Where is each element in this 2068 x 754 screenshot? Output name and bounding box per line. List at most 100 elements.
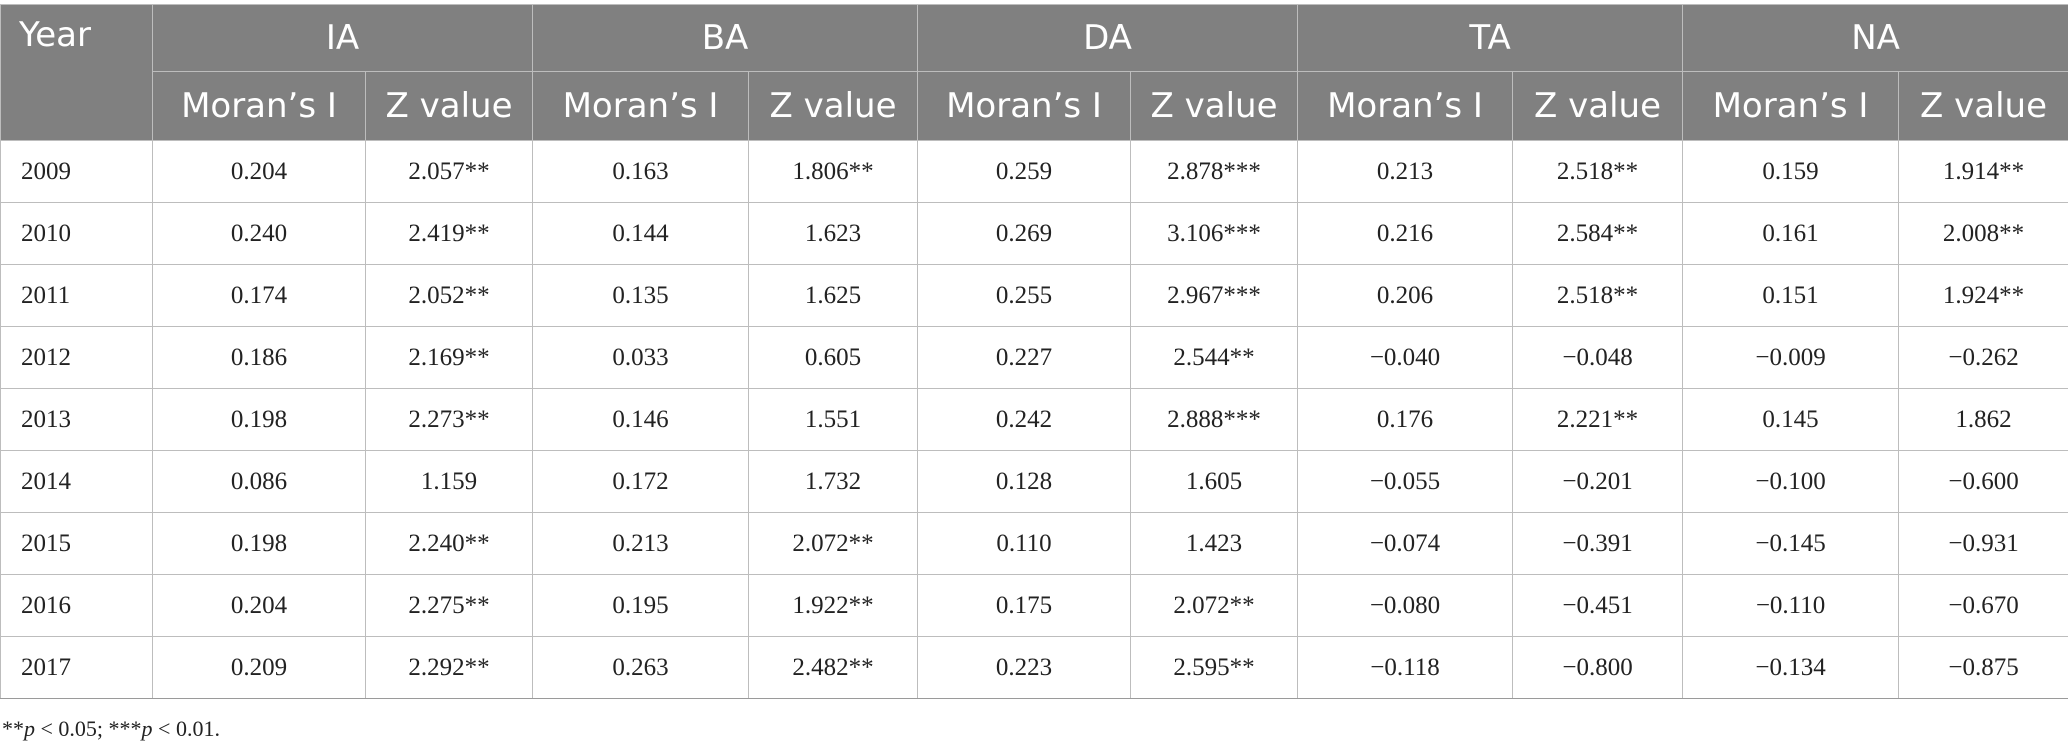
zvalue-cell: −0.391 — [1512, 512, 1684, 575]
moran-cell: 0.146 — [532, 388, 750, 451]
moran-cell: −0.080 — [1297, 574, 1514, 637]
moran-cell: 0.255 — [917, 264, 1132, 327]
zvalue-cell: −0.262 — [1898, 326, 2068, 389]
moran-cell: 0.242 — [917, 388, 1132, 451]
moran-cell: −0.040 — [1297, 326, 1514, 389]
footnote-p: p — [141, 716, 153, 741]
zvalue-cell: 2.292** — [364, 636, 534, 699]
zvalue-cell: 2.482** — [748, 636, 919, 699]
moran-cell: 0.159 — [1682, 140, 1900, 203]
moran-cell: −0.055 — [1297, 450, 1514, 513]
moran-cell: 0.163 — [532, 140, 750, 203]
moran-cell: 0.195 — [532, 574, 750, 637]
zvalue-cell: 1.924** — [1898, 264, 2068, 327]
zvalue-cell: 2.169** — [364, 326, 534, 389]
zvalue-cell: 2.275** — [364, 574, 534, 637]
group-header-na: NA — [1682, 4, 2068, 72]
moran-cell: −0.100 — [1682, 450, 1900, 513]
zvalue-cell: 1.806** — [748, 140, 919, 203]
zvalue-cell: 1.551 — [748, 388, 919, 451]
moran-cell: 0.186 — [152, 326, 366, 389]
zvalue-cell: −0.451 — [1512, 574, 1684, 637]
moran-cell: 0.213 — [1297, 140, 1514, 203]
header-row-metrics: Moran’s I Z value Moran’s I Z value Mora… — [1, 71, 2068, 141]
table-header: Year IA BA DA TA NA Moran’s I Z value Mo… — [0, 4, 2068, 141]
zvalue-cell: 1.914** — [1898, 140, 2068, 203]
year-cell: 2014 — [0, 450, 153, 513]
footnote-p: p — [24, 716, 35, 741]
zvalue-cell: −0.048 — [1512, 326, 1684, 389]
footnote-stars: *** — [108, 716, 142, 741]
moran-cell: 0.263 — [532, 636, 750, 699]
footnote-stars: ** — [2, 716, 24, 741]
group-header-da: DA — [917, 4, 1299, 72]
zvalue-cell: 1.623 — [748, 202, 919, 265]
zvalue-cell: −0.931 — [1898, 512, 2068, 575]
moran-cell: 0.216 — [1297, 202, 1514, 265]
zvalue-cell: −0.600 — [1898, 450, 2068, 513]
zvalue-cell: 2.518** — [1512, 264, 1684, 327]
moran-cell: 0.172 — [532, 450, 750, 513]
zvalue-cell: 0.605 — [748, 326, 919, 389]
moran-header: Moran’s I — [1682, 71, 1900, 141]
zvalue-cell: 2.878*** — [1130, 140, 1299, 203]
zvalue-cell: 1.732 — [748, 450, 919, 513]
moran-cell: 0.204 — [152, 140, 366, 203]
year-cell: 2012 — [0, 326, 153, 389]
table-row: 2009 0.204 2.057** 0.163 1.806** 0.259 2.878**… — [0, 140, 2068, 203]
table-row: 2010 0.240 2.419** 0.144 1.623 0.269 3.106*** 0… — [0, 202, 2068, 265]
zvalue-cell: 1.625 — [748, 264, 919, 327]
zvalue-cell: 2.544** — [1130, 326, 1299, 389]
moran-cell: 0.135 — [532, 264, 750, 327]
table-body: 2009 0.204 2.057** 0.163 1.806** 0.259 2.878**… — [0, 140, 2068, 699]
moran-cell: 0.175 — [917, 574, 1132, 637]
moran-cell: 0.176 — [1297, 388, 1514, 451]
table-row: 2011 0.174 2.052** 0.135 1.625 0.255 2.967*** 0… — [0, 264, 2068, 327]
zvalue-cell: 1.423 — [1130, 512, 1299, 575]
table-row: 2014 0.086 1.159 0.172 1.732 0.128 1.605 −0.055… — [0, 450, 2068, 513]
moran-header: Moran’s I — [1297, 71, 1514, 141]
moran-cell: −0.118 — [1297, 636, 1514, 699]
moran-header: Moran’s I — [152, 71, 366, 141]
zvalue-header: Z value — [748, 71, 919, 141]
year-cell: 2013 — [0, 388, 153, 451]
zvalue-cell: −0.201 — [1512, 450, 1684, 513]
year-cell: 2017 — [0, 636, 153, 699]
zvalue-cell: 2.057** — [364, 140, 534, 203]
footnote-threshold: < 0.05; — [35, 716, 109, 741]
zvalue-cell: −0.875 — [1898, 636, 2068, 699]
moran-header: Moran’s I — [917, 71, 1132, 141]
year-header: Year — [0, 4, 153, 141]
table-row: 2013 0.198 2.273** 0.146 1.551 0.242 2.888*** 0… — [0, 388, 2068, 451]
zvalue-cell: 2.052** — [364, 264, 534, 327]
moran-cell: 0.151 — [1682, 264, 1900, 327]
morans-i-table: Year IA BA DA TA NA Moran’s I Z value Mo… — [0, 4, 2068, 699]
zvalue-cell: 2.967*** — [1130, 264, 1299, 327]
table-row: 2017 0.209 2.292** 0.263 2.482** 0.223 2.595**… — [0, 636, 2068, 699]
zvalue-cell: 2.518** — [1512, 140, 1684, 203]
moran-cell: 0.198 — [152, 512, 366, 575]
group-header-ba: BA — [532, 4, 919, 72]
zvalue-cell: −0.800 — [1512, 636, 1684, 699]
moran-cell: −0.009 — [1682, 326, 1900, 389]
moran-cell: −0.074 — [1297, 512, 1514, 575]
moran-cell: 0.223 — [917, 636, 1132, 699]
moran-header: Moran’s I — [532, 71, 750, 141]
moran-cell: 0.110 — [917, 512, 1132, 575]
moran-cell: 0.033 — [532, 326, 750, 389]
zvalue-cell: −0.670 — [1898, 574, 2068, 637]
year-cell: 2016 — [0, 574, 153, 637]
year-cell: 2011 — [0, 264, 153, 327]
moran-cell: 0.206 — [1297, 264, 1514, 327]
group-header-ia: IA — [151, 4, 534, 72]
moran-cell: −0.145 — [1682, 512, 1900, 575]
moran-cell: 0.204 — [152, 574, 366, 637]
table-row: 2012 0.186 2.169** 0.033 0.605 0.227 2.544** −0… — [0, 326, 2068, 389]
table-row: 2016 0.204 2.275** 0.195 1.922** 0.175 2.072**… — [0, 574, 2068, 637]
zvalue-cell: 1.862 — [1898, 388, 2068, 451]
zvalue-cell: 1.605 — [1130, 450, 1299, 513]
year-cell: 2009 — [0, 140, 153, 203]
moran-cell: 0.240 — [152, 202, 366, 265]
header-row-groups: Year IA BA DA TA NA — [0, 4, 2068, 141]
significance-footnote: **p < 0.05; ***p < 0.01. — [2, 716, 220, 742]
